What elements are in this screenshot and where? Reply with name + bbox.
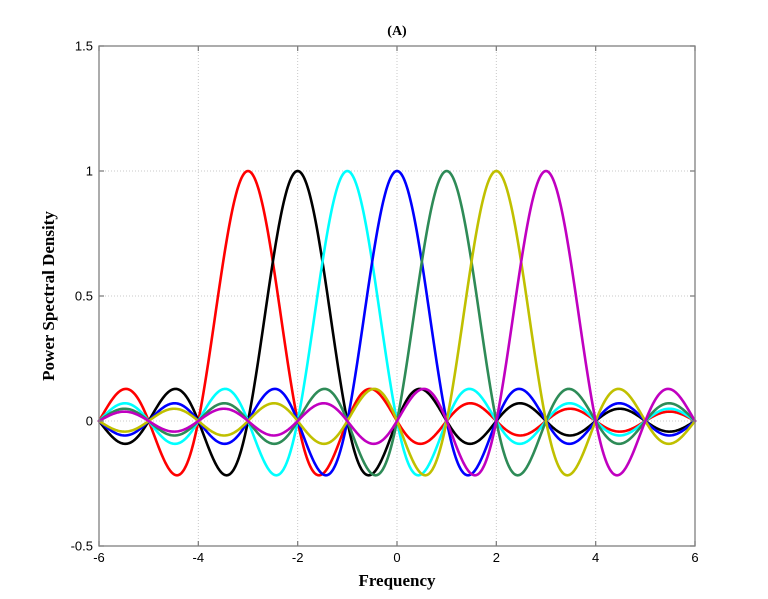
- y-tick-label: 0.5: [75, 289, 93, 304]
- x-tick-label: -4: [193, 550, 205, 565]
- x-tick-label: 6: [691, 550, 698, 565]
- x-tick-label: -6: [93, 550, 105, 565]
- y-tick-label: 0: [86, 414, 93, 429]
- sinc-curve: [97, 169, 697, 477]
- x-tick-label: 2: [493, 550, 500, 565]
- y-tick-label: 1: [86, 164, 93, 179]
- axis-ticks: -6 -4 -2 0 2 4 6 -0.5 0 0.5 1 1.5: [71, 39, 699, 566]
- x-axis-label: Frequency: [358, 571, 436, 590]
- plot-curves: [97, 169, 697, 477]
- x-tick-label: 0: [393, 550, 400, 565]
- y-axis-label: Power Spectral Density: [39, 211, 58, 381]
- chart-title: (A): [387, 24, 407, 39]
- y-tick-label: -0.5: [71, 539, 93, 554]
- grid-lines: [99, 46, 695, 546]
- x-tick-label: 4: [592, 550, 599, 565]
- x-tick-label: -2: [292, 550, 304, 565]
- y-tick-label: 1.5: [75, 39, 93, 54]
